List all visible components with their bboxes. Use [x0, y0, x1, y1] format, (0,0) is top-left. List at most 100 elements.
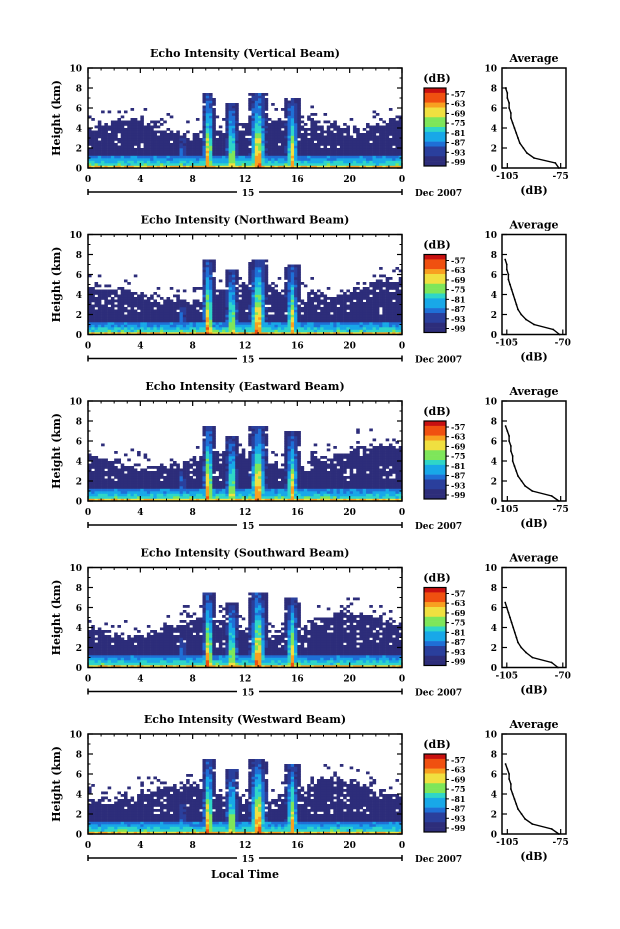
heatmap-cell	[235, 118, 239, 121]
heatmap-cell	[199, 160, 203, 164]
heatmap-cell	[209, 274, 213, 278]
heatmap-cell	[382, 314, 386, 318]
heatmap-cell	[280, 294, 285, 298]
colorbar-tick-label: -87	[451, 304, 465, 314]
heatmap-cell	[271, 304, 275, 308]
heatmap-cell	[235, 309, 239, 313]
heatmap-cell	[127, 486, 131, 489]
heatmap-cell	[179, 488, 184, 492]
heatmap-cell	[222, 458, 226, 462]
heatmap-cell	[297, 317, 301, 320]
heatmap-cell	[290, 155, 295, 159]
heatmap-cell	[159, 327, 164, 330]
heatmap-cell	[238, 143, 243, 146]
heatmap-cell	[88, 466, 92, 469]
heatmap-cell	[388, 319, 393, 323]
heatmap-cell	[284, 130, 288, 134]
heatmap-cell	[261, 155, 265, 159]
heatmap-cell	[362, 292, 367, 295]
heatmap-cell	[280, 140, 285, 144]
heatmap-cell	[101, 297, 105, 300]
heatmap-cell	[290, 294, 295, 298]
heatmap-cell	[251, 476, 256, 479]
heatmap-cell	[258, 312, 262, 315]
heatmap-cell	[297, 309, 301, 313]
heatmap-cell	[218, 329, 223, 333]
heatmap-cell	[202, 488, 207, 492]
heatmap-cell	[297, 143, 301, 146]
heatmap-cell	[254, 498, 259, 502]
heatmap-cell	[153, 140, 157, 144]
heatmap-cell	[173, 498, 177, 502]
heatmap-cell	[382, 322, 386, 325]
heatmap-cell	[88, 481, 92, 484]
heatmap-cell	[313, 307, 318, 310]
heatmap-cell	[261, 322, 265, 325]
heatmap-cell	[277, 277, 282, 280]
heatmap-cell	[120, 120, 125, 124]
heatmap-cell	[248, 274, 252, 278]
heatmap-cell	[101, 130, 105, 134]
heatmap-cell	[359, 322, 364, 325]
heatmap-cell	[261, 135, 265, 139]
heatmap-cell	[379, 329, 383, 333]
heatmap-cell	[264, 163, 269, 166]
heatmap-cell	[326, 322, 331, 325]
heatmap-cell	[346, 143, 350, 146]
heatmap-cell	[277, 128, 282, 131]
heatmap-cell	[205, 461, 210, 464]
heatmap-cell	[248, 150, 252, 154]
heatmap-cell	[88, 115, 92, 119]
heatmap-cell	[310, 329, 314, 333]
heatmap-cell	[258, 322, 262, 325]
heatmap-cell	[146, 322, 151, 325]
heatmap-cell	[127, 138, 131, 141]
heatmap-cell	[339, 133, 344, 136]
heatmap-cell	[169, 458, 174, 462]
heatmap-cell	[176, 297, 180, 300]
heatmap-cell	[339, 324, 344, 328]
heatmap-cell	[212, 304, 216, 308]
heatmap-cell	[231, 332, 236, 335]
heatmap-cell	[375, 329, 380, 333]
heatmap-cell	[179, 317, 184, 320]
heatmap-cell	[143, 493, 148, 497]
heatmap-cell	[215, 491, 220, 494]
heatmap-cell	[146, 307, 151, 310]
heatmap-cell	[300, 332, 305, 335]
heatmap-cell	[352, 140, 357, 144]
heatmap-cell	[209, 115, 213, 119]
heatmap-cell	[388, 332, 393, 335]
heatmap-cell	[369, 282, 373, 285]
heatmap-cell	[284, 322, 288, 325]
heatmap-cell	[248, 143, 252, 146]
heatmap-cell	[110, 125, 115, 129]
heatmap-cell	[225, 150, 229, 154]
heatmap-cell	[88, 493, 92, 497]
heatmap-cell	[212, 463, 216, 467]
heatmap-cell	[320, 319, 324, 323]
heatmap-cell	[212, 284, 216, 288]
heatmap-cell	[231, 160, 236, 164]
heatmap-cell	[127, 294, 131, 298]
heatmap-cell	[392, 297, 396, 300]
heatmap-cell	[346, 307, 350, 310]
heatmap-cell	[258, 128, 262, 131]
heatmap-cell	[385, 158, 390, 161]
heatmap-cell	[104, 140, 108, 144]
heatmap-cell	[130, 312, 135, 315]
heatmap-cell	[267, 329, 272, 333]
heatmap-cell	[156, 478, 161, 482]
heatmap-cell	[395, 163, 400, 166]
heatmap-cell	[212, 491, 216, 494]
heatmap-cell	[274, 289, 279, 293]
heatmap-cell	[392, 332, 396, 335]
heatmap-cell	[330, 299, 334, 303]
heatmap-cell	[215, 163, 220, 166]
heatmap-cell	[228, 120, 233, 124]
heatmap-cell	[369, 299, 373, 303]
heatmap-cell	[251, 486, 256, 489]
heatmap-cell	[202, 431, 207, 434]
heatmap-cell	[218, 476, 223, 479]
x-tick-label: 12	[239, 342, 252, 352]
